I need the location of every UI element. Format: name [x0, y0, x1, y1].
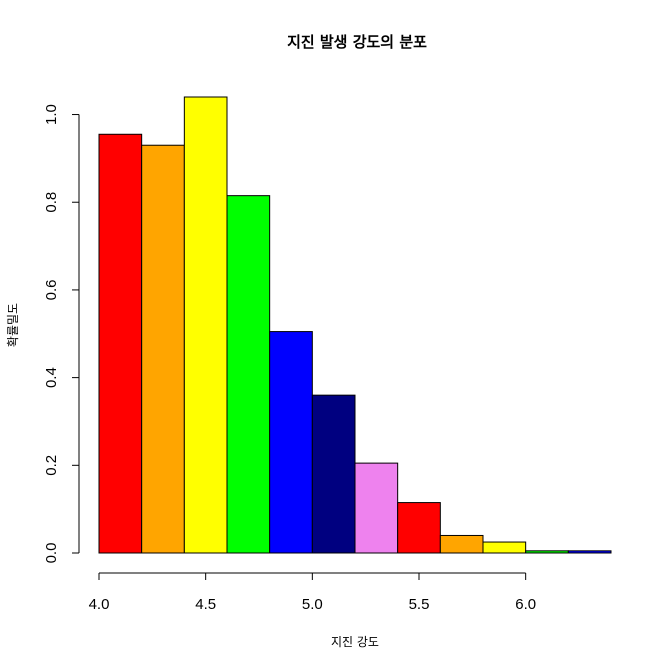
x-tick-label: 4.5	[195, 596, 216, 613]
x-tick-label: 6.0	[515, 596, 536, 613]
y-tick-label: 1.0	[43, 104, 60, 125]
histogram-bar-11	[525, 550, 569, 554]
y-tick-label: 0.2	[43, 455, 60, 476]
histogram-bar-9	[439, 534, 484, 554]
histogram-bar-10	[482, 541, 527, 554]
histogram-bar-4	[226, 195, 271, 554]
histogram-bar-5	[269, 331, 313, 554]
x-tick-label: 5.0	[302, 596, 323, 613]
histogram-bar-7	[354, 462, 399, 554]
y-axis-label: 확률밀도	[6, 303, 20, 347]
histogram-bar-12	[567, 550, 612, 554]
histogram-bar-1	[98, 133, 143, 554]
histogram-bar-8	[397, 502, 441, 554]
histogram-bar-3	[183, 96, 228, 554]
chart-title: 지진 발생 강도의 분포	[287, 33, 427, 51]
y-tick-label: 0.6	[43, 279, 60, 300]
y-tick-label: 0.0	[43, 543, 60, 564]
x-tick-label: 5.5	[409, 596, 430, 613]
histogram-bar-2	[141, 144, 185, 554]
y-tick-label: 0.8	[43, 192, 60, 213]
x-axis: 4.0 4.5 5.0 5.5 6.0	[89, 572, 536, 613]
y-axis: 0.0 0.2 0.4 0.6 0.8 1.0	[43, 104, 80, 564]
x-axis-label: 지진 강도	[331, 635, 379, 649]
bars-group	[98, 96, 612, 554]
histogram-bar-6	[311, 394, 356, 554]
x-tick-label: 4.0	[89, 596, 110, 613]
y-tick-label: 0.4	[43, 367, 60, 388]
